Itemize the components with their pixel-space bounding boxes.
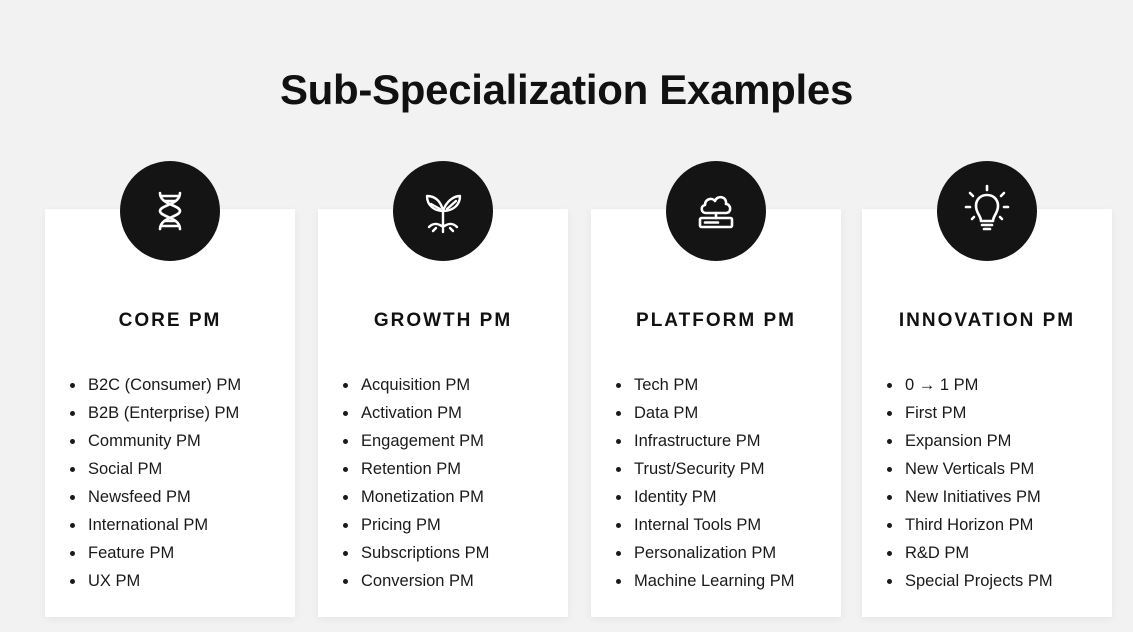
card-title: GROWTH PM (373, 310, 513, 331)
icon-badge (120, 161, 220, 261)
list-item: Engagement PM (340, 427, 568, 455)
list-item: International PM (67, 511, 295, 539)
lightbulb-icon (964, 184, 1010, 231)
item-list: Acquisition PM Activation PM Engagement … (340, 371, 568, 595)
icon-badge (937, 161, 1037, 261)
list-item: Conversion PM (340, 567, 568, 595)
list-item: Personalization PM (613, 539, 841, 567)
list-item: Newsfeed PM (67, 483, 295, 511)
list-item: Machine Learning PM (613, 567, 841, 595)
item-list: B2C (Consumer) PM B2B (Enterprise) PM Co… (67, 371, 295, 595)
list-item: Retention PM (340, 455, 568, 483)
card-innovation-pm: INNOVATION PM 0 → 1 PM First PM Expansio… (862, 161, 1112, 617)
card-title: INNOVATION PM (898, 310, 1076, 331)
list-item: Activation PM (340, 399, 568, 427)
list-item: Tech PM (613, 371, 841, 399)
card-growth-pm: GROWTH PM Acquisition PM Activation PM E… (318, 161, 568, 617)
list-item: Internal Tools PM (613, 511, 841, 539)
list-item: First PM (884, 399, 1112, 427)
list-item: 0 → 1 PM (884, 371, 1112, 399)
card-platform-pm: PLATFORM PM Tech PM Data PM Infrastructu… (591, 161, 841, 617)
sprout-icon (425, 194, 462, 234)
dna-icon (158, 191, 182, 231)
page-title: Sub-Specialization Examples (279, 66, 854, 114)
list-item: Trust/Security PM (613, 455, 841, 483)
list-item: Identity PM (613, 483, 841, 511)
list-item: New Verticals PM (884, 455, 1112, 483)
list-item: Special Projects PM (884, 567, 1112, 595)
card-core-pm: CORE PM B2C (Consumer) PM B2B (Enterpris… (45, 161, 295, 617)
list-item: B2B (Enterprise) PM (67, 399, 295, 427)
list-item: Third Horizon PM (884, 511, 1112, 539)
list-item: UX PM (67, 567, 295, 595)
list-item: Expansion PM (884, 427, 1112, 455)
card-title: CORE PM (118, 310, 222, 331)
list-item: Social PM (67, 455, 295, 483)
list-item: Infrastructure PM (613, 427, 841, 455)
list-item: R&D PM (884, 539, 1112, 567)
list-item: Pricing PM (340, 511, 568, 539)
list-item: Monetization PM (340, 483, 568, 511)
list-item: Data PM (613, 399, 841, 427)
list-item: Acquisition PM (340, 371, 568, 399)
list-item: Feature PM (67, 539, 295, 567)
item-list: Tech PM Data PM Infrastructure PM Trust/… (613, 371, 841, 595)
list-item: New Initiatives PM (884, 483, 1112, 511)
list-item: B2C (Consumer) PM (67, 371, 295, 399)
card-title: PLATFORM PM (636, 310, 796, 331)
list-item: Community PM (67, 427, 295, 455)
list-item: Subscriptions PM (340, 539, 568, 567)
item-list: 0 → 1 PM First PM Expansion PM New Verti… (884, 371, 1112, 595)
cloud-server-icon (698, 195, 734, 229)
icon-badge (666, 161, 766, 261)
icon-badge (393, 161, 493, 261)
